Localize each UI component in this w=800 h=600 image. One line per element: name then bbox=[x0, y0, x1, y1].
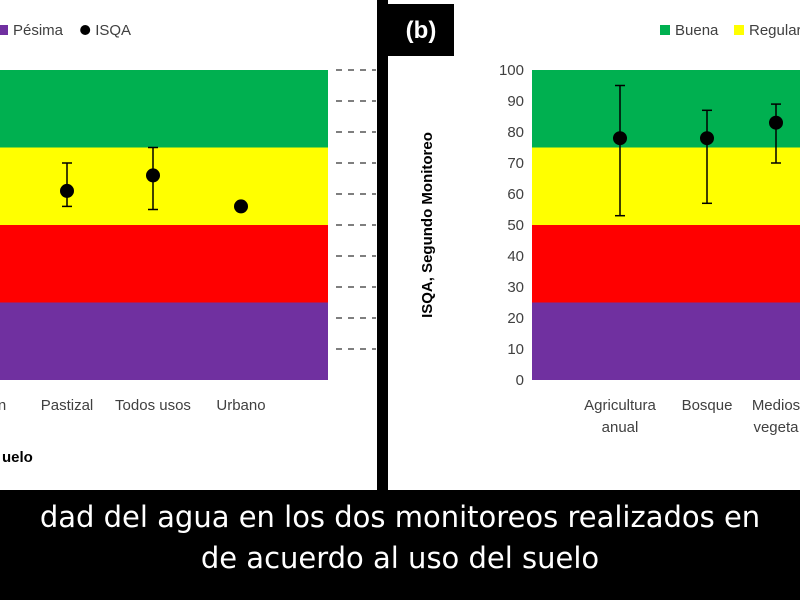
panel-b-ylabel: ISQA, Segundo Monitoreo bbox=[419, 132, 436, 318]
panel-a-point bbox=[60, 183, 74, 198]
panel-a-legend-marker bbox=[0, 25, 8, 35]
panel-a-xtick-label: n bbox=[0, 397, 6, 414]
panel-b-xtick-label: Bosque bbox=[682, 397, 733, 414]
caption-line-2: de acuerdo al uso del suelo bbox=[200, 541, 600, 575]
panel-b-xtick-label: anual bbox=[602, 419, 639, 436]
panel-b-ytick-label: 50 bbox=[507, 217, 524, 234]
panel-b-band-regular bbox=[532, 147, 800, 225]
panel-b-ytick-label: 90 bbox=[507, 93, 524, 110]
panel-b-xtick-label: Agricultura bbox=[584, 397, 656, 414]
panel-a-xlabel: uelo bbox=[2, 449, 33, 466]
panel-a-point bbox=[146, 168, 160, 183]
panel-b-ytick-label: 70 bbox=[507, 155, 524, 172]
panel-b-band-buena bbox=[532, 70, 800, 148]
panel-b-ytick-label: 40 bbox=[507, 248, 524, 265]
panel-b-label-text: (b) bbox=[406, 17, 437, 44]
panel-b-legend-label: Buena bbox=[675, 22, 719, 39]
panel-b-ytick-label: 20 bbox=[507, 310, 524, 327]
panel-b-ytick-label: 30 bbox=[507, 279, 524, 296]
panel-b-point bbox=[769, 115, 783, 130]
panel-b-legend-marker bbox=[660, 25, 670, 35]
panel-a-xtick-label: Todos usos bbox=[115, 397, 191, 414]
panel-a-band-psima bbox=[0, 302, 328, 380]
panel-b-band-mala bbox=[532, 225, 800, 303]
panel-b-xtick-label: vegeta bbox=[753, 419, 799, 436]
panel-b-ytick-label: 10 bbox=[507, 341, 524, 358]
panel-b-xtick-label: Medios bbox=[752, 397, 800, 414]
panel-b-label-box bbox=[388, 4, 454, 56]
panel-a-band-regular bbox=[0, 147, 328, 225]
panel-b-ytick-label: 0 bbox=[516, 372, 524, 389]
panel-b-legend-label: Regular bbox=[749, 22, 800, 39]
panel-b-ytick-label: 60 bbox=[507, 186, 524, 203]
panel-b-ytick-label: 100 bbox=[499, 62, 524, 79]
panel-a-legend-label: Pésima bbox=[13, 22, 64, 39]
panel-b-legend-marker bbox=[734, 25, 744, 35]
panel-b-point bbox=[613, 131, 627, 146]
panel-a-point bbox=[234, 199, 248, 214]
panel-a-legend-marker bbox=[80, 25, 91, 35]
panel-a-xtick-label: Pastizal bbox=[41, 397, 94, 414]
panel-b-ytick-label: 80 bbox=[507, 124, 524, 141]
panel-a-legend-label: ISQA bbox=[95, 22, 131, 39]
panel-a-band-buena bbox=[0, 70, 328, 148]
panel-a-band-mala bbox=[0, 225, 328, 303]
panel-b-label: (b) bbox=[388, 4, 454, 56]
panel-a: n Pastizal Todos usos Urbano uelo Pésima ISQA bbox=[0, 22, 376, 466]
caption-line-1: dad del agua en los dos monitoreos reali… bbox=[39, 500, 761, 534]
panel-b-point bbox=[700, 131, 714, 146]
panel-a-xtick-label: Urbano bbox=[216, 397, 265, 414]
panel-b-band-psima bbox=[532, 302, 800, 380]
panel-b: 0 10 20 30 40 50 60 70 80 90 100 ISQA, Segundo Moni… bbox=[419, 22, 800, 436]
